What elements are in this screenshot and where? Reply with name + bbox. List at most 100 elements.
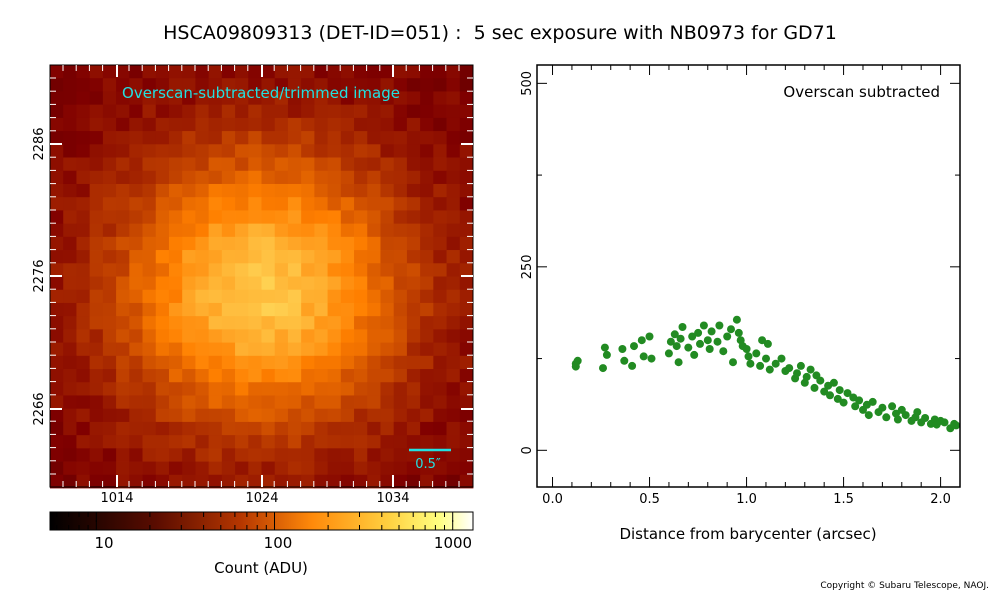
image-pixel (301, 408, 315, 423)
image-pixel (459, 461, 474, 476)
image-pixel (235, 395, 249, 410)
scatter-point (602, 350, 611, 359)
image-pixel (89, 382, 104, 396)
image-pixel (221, 170, 236, 185)
image-pixel (327, 474, 342, 489)
image-pixel (327, 104, 342, 119)
image-pixel (274, 78, 289, 92)
image-pixel (168, 342, 183, 357)
image-pixel (327, 131, 342, 145)
image-pixel (195, 302, 210, 317)
image-pixel (142, 170, 157, 185)
image-pixel (446, 236, 461, 251)
image-pixel (433, 329, 447, 343)
image-pixel (142, 382, 157, 396)
image-pixel (287, 223, 302, 238)
image-pixel (221, 302, 236, 317)
image-pixel (248, 342, 262, 357)
image-pixel (221, 131, 236, 145)
image-pixel (208, 342, 223, 357)
image-pixel (380, 461, 395, 476)
image-pixel (182, 461, 196, 476)
image-pixel (354, 461, 368, 476)
image-pixel (195, 329, 210, 343)
image-pixel (155, 395, 170, 410)
image-pixel (287, 408, 302, 423)
image-pixel (301, 448, 315, 462)
image-pixel (235, 183, 249, 198)
image-pixel (367, 448, 381, 462)
image-pixel (354, 408, 368, 423)
image-pixel (155, 197, 170, 211)
image-pixel (420, 104, 434, 119)
image-pixel (248, 144, 262, 158)
image-pixel (406, 276, 421, 291)
image-pixel (168, 236, 183, 251)
image-pixel (50, 197, 64, 211)
image-pixel (182, 369, 196, 383)
image-pixel (155, 183, 170, 198)
image-pixel (287, 117, 302, 132)
image-pixel (433, 183, 447, 198)
image-pixel (155, 263, 170, 277)
image-pixel (380, 329, 395, 343)
image-pixel (459, 104, 474, 119)
image-pixel (406, 342, 421, 357)
image-pixel (129, 210, 143, 225)
image-pixel (340, 263, 355, 277)
image-pixel (63, 144, 77, 158)
scatter-point (647, 354, 656, 363)
image-pixel (301, 316, 315, 330)
image-pixel (287, 435, 302, 449)
image-pixel (116, 355, 130, 370)
image-pixel (235, 408, 249, 423)
image-pixel (380, 276, 395, 291)
image-pixel (142, 236, 157, 251)
image-pixel (406, 210, 421, 225)
image-pixel (287, 250, 302, 264)
image-pixel (354, 369, 368, 383)
image-pixel (235, 421, 249, 436)
image-pixel (354, 263, 368, 277)
scatter-point (835, 386, 844, 395)
image-pixel (142, 316, 157, 330)
image-pixel (459, 183, 474, 198)
image-pixel (274, 223, 289, 238)
image-pixel (380, 474, 395, 489)
image-pixel (314, 316, 328, 330)
scatter-plot: 0.0 0.5 1.0 1.5 2.0 0 250 500 Overscan subtrac… (520, 64, 961, 543)
image-pixel (221, 263, 236, 277)
image-pixel (406, 369, 421, 383)
image-pixel (301, 461, 315, 476)
image-pixel (129, 421, 143, 436)
image-pixel (301, 263, 315, 277)
image-pixel (367, 91, 381, 106)
image-pixel (235, 170, 249, 185)
image-pixel (195, 170, 210, 185)
image-pixel (393, 183, 408, 198)
image-pixel (274, 329, 289, 343)
image-pixel (221, 408, 236, 423)
image-pixel (248, 223, 262, 238)
image-pixel (314, 104, 328, 119)
scatter-point (806, 365, 815, 374)
image-pixel (287, 421, 302, 436)
scatter-point (843, 389, 852, 398)
image-pixel (327, 157, 342, 172)
image-pixel (76, 421, 91, 436)
image-pixel (208, 104, 223, 119)
image-pixel (446, 131, 461, 145)
image-pixel (406, 183, 421, 198)
scatter-point (921, 414, 930, 422)
image-pixel (76, 461, 91, 476)
image-pixel (367, 144, 381, 158)
image-pixel (248, 289, 262, 304)
image-pixel (261, 65, 276, 79)
image-pixel (102, 302, 117, 317)
image-pixel (89, 78, 104, 92)
image-pixel (129, 144, 143, 158)
image-pixel (446, 382, 461, 396)
image-pixel (76, 316, 91, 330)
image-pixel (129, 448, 143, 462)
image-pixel (142, 329, 157, 343)
